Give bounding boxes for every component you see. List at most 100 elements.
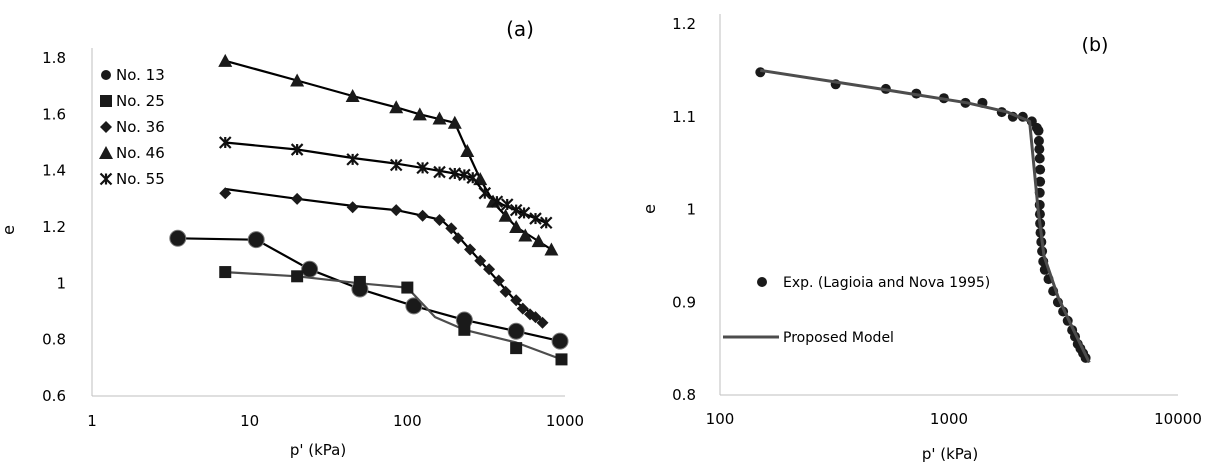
legend-proposed-model-label: Proposed Model [783,330,894,346]
series-no-13-marker-0 [169,229,187,247]
series-exp-lagioia-and-nova-1995-marker-12 [1033,125,1044,136]
x-axis-label: p' (kPa) [290,441,346,459]
series-proposed-model-line [760,68,1091,364]
series-no-46-marker-1 [290,73,305,87]
y-tick-label: 1.1 [672,108,696,126]
series-no-55-marker-1 [290,143,304,156]
series-no-36-marker-8 [464,243,477,256]
legend-exp-lagioia-and-nova-1995-label: Exp. (Lagioia and Nova 1995) [783,275,990,291]
y-tick-label: 0.8 [42,331,66,349]
series-no-36-marker-12 [499,285,512,298]
y-tick-label: 1.2 [672,15,696,33]
series-no-55-marker-4 [416,161,429,175]
series-no-46-marker-2 [345,89,360,103]
series-no-36-marker-16 [529,311,542,324]
series-no-46-marker-4 [412,107,427,121]
series-no-55-marker-13 [517,206,531,220]
series-no-36-marker-17 [536,316,549,329]
legend-no-36-label: No. 36 [116,118,165,136]
series-no-55-marker-15 [539,216,553,230]
y-tick-label: 0.8 [672,386,696,404]
series-proposed-model [760,68,1091,364]
legend-no-25-label: No. 25 [116,92,165,110]
panel-label: (a) [506,17,534,41]
series-no-36-marker-0 [219,187,232,200]
series-no-55-marker-0 [218,136,232,149]
series-no-36-marker-2 [346,201,359,214]
series-no-55-marker-2 [346,153,359,166]
series-no-55-marker-14 [529,212,542,225]
series-exp-lagioia-and-nova-1995-marker-16 [1035,164,1046,175]
series-no-55-marker-3 [389,158,403,172]
legend-no-36-marker-legend [100,121,112,133]
series-no-55 [218,136,553,230]
y-tick-label: 1.2 [42,218,66,236]
series-no-25-marker-1 [291,270,304,283]
series-no-25-marker-5 [510,342,523,355]
chart-panel-a: 0.6 0.8 1 1.2 1.4 1.6 1.8 1 10 100 1000 p' (kPa) e (a… [0,17,584,459]
series-no-55-marker-9 [478,186,492,200]
series-no-13-marker-2 [301,260,319,278]
x-tick-label: 1 [87,412,97,430]
series-no-55-line [225,141,547,224]
y-tick-label: 1.8 [42,49,66,67]
x-tick-label: 10 [240,412,259,430]
series-no-13-marker-6 [507,322,525,340]
series-no-46-marker-0 [218,53,233,67]
series-no-13-marker-7 [551,332,569,350]
series-no-46-marker-5 [432,111,447,125]
series-no-36-marker-1 [291,192,304,205]
legend: No. 13 No. 25 No. 36 No. 46 No. 55 [99,66,165,188]
y-tick-label: 1.4 [42,162,66,180]
series-no-36-marker-9 [474,254,487,267]
legend-no-13-marker-legend [101,70,111,80]
series-no-13-line [177,237,561,343]
legend-no-46-marker-legend [99,146,113,159]
series-no-36-marker-3 [390,204,403,217]
series-no-36-marker-10 [483,263,496,276]
series-no-13-marker-4 [405,297,423,315]
series-no-46 [218,53,559,256]
x-axis-label: p' (kPa) [922,445,978,463]
series-no-25-marker-6 [555,353,568,366]
x-tick-label: 100 [706,410,735,428]
series-no-46-marker-11 [509,220,524,233]
legend-no-13-label: No. 13 [116,66,165,84]
legend-no-55-marker-legend [99,172,113,186]
series-no-36-marker-4 [416,209,429,222]
series-exp-lagioia-and-nova-1995-marker-17 [1035,176,1046,187]
series-no-36-marker-14 [516,302,529,315]
series-no-55-marker-5 [433,165,446,179]
x-tick-label: 1000 [930,410,968,428]
series-no-13-marker-1 [247,231,265,249]
series-no-36-line [225,187,546,324]
chart-panel-b: 0.8 0.9 1 1.1 1.2 100 1000 10000 p' (kPa) e (b) Exp… [640,14,1202,463]
series-no-46-marker-6 [447,115,462,129]
series-no-46-marker-10 [498,208,513,222]
series-no-55-marker-10 [490,195,504,208]
legend-no-46-label: No. 46 [116,144,165,162]
series-no-55-marker-7 [458,168,471,182]
series-no-46-marker-14 [544,242,559,256]
series-no-46-marker-7 [460,143,475,157]
series-no-55-marker-8 [466,171,480,184]
series-no-25-line [225,271,562,361]
y-tick-label: 1.6 [42,105,66,123]
series-no-46-marker-12 [518,228,533,242]
legend-no-55-label: No. 55 [116,170,165,188]
series-no-36 [219,187,549,329]
series-no-36-marker-11 [492,274,505,287]
series-no-46-marker-3 [389,100,404,114]
legend-exp-lagioia-and-nova-1995-marker-legend [757,277,767,287]
legend-no-25-marker-legend [100,95,112,107]
series-no-25-marker-2 [353,275,366,288]
y-axis-label: e [640,204,659,214]
x-tick-label: 1000 [546,412,584,430]
series-no-36-marker-13 [510,294,523,307]
legend: Exp. (Lagioia and Nova 1995) Proposed Mod… [723,275,990,346]
series-no-25-marker-3 [401,281,414,294]
series-no-55-marker-11 [500,198,514,211]
series-no-55-marker-12 [509,203,523,217]
y-tick-label: 1 [686,201,696,219]
